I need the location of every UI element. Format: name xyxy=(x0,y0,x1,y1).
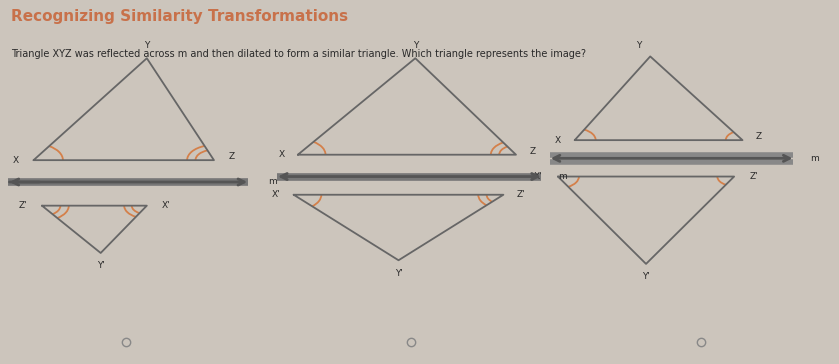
Text: Recognizing Similarity Transformations: Recognizing Similarity Transformations xyxy=(11,9,348,24)
Text: X: X xyxy=(13,156,18,165)
Text: Y': Y' xyxy=(642,272,650,281)
Text: Y': Y' xyxy=(96,261,105,270)
Text: Z: Z xyxy=(756,132,762,141)
Text: Y': Y' xyxy=(394,269,403,277)
Text: Triangle XYZ was reflected across m and then dilated to form a similar triangle.: Triangle XYZ was reflected across m and … xyxy=(11,49,586,59)
Text: Y: Y xyxy=(637,41,642,50)
Text: Y: Y xyxy=(413,41,418,50)
Text: X': X' xyxy=(162,201,170,210)
Text: X': X' xyxy=(534,172,543,181)
Text: Z': Z' xyxy=(517,190,525,199)
Text: Y: Y xyxy=(144,41,149,50)
Text: Z: Z xyxy=(529,147,535,155)
Text: m: m xyxy=(558,172,566,181)
Text: Z: Z xyxy=(229,152,235,161)
Text: X: X xyxy=(555,136,561,145)
Text: m: m xyxy=(810,154,818,163)
Text: m: m xyxy=(268,178,277,186)
Text: X': X' xyxy=(272,190,280,199)
Text: X: X xyxy=(279,150,284,159)
Text: Z': Z' xyxy=(749,172,758,181)
Text: Z': Z' xyxy=(18,201,27,210)
